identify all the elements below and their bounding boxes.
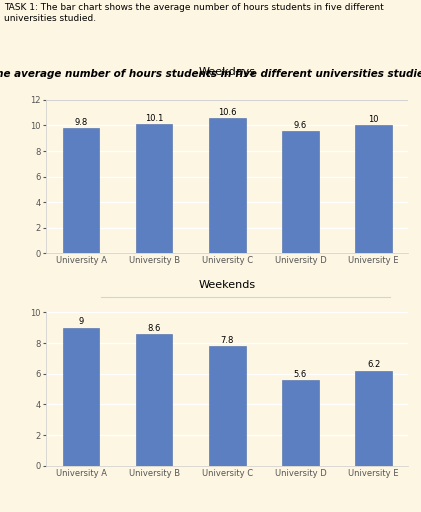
Bar: [209, 346, 245, 466]
Text: 5.6: 5.6: [294, 370, 307, 379]
Text: Weekdays: Weekdays: [199, 67, 256, 77]
Text: 9: 9: [78, 317, 84, 327]
Text: 10.6: 10.6: [218, 108, 237, 117]
Bar: [63, 328, 99, 466]
Text: The average number of hours students in five different universities studied: The average number of hours students in …: [0, 69, 421, 79]
Text: 8.6: 8.6: [147, 324, 161, 333]
Text: 9.6: 9.6: [294, 120, 307, 130]
Bar: [136, 334, 173, 466]
Bar: [63, 128, 99, 253]
Text: 10.1: 10.1: [145, 114, 163, 123]
Bar: [282, 131, 319, 253]
Bar: [209, 118, 245, 253]
Text: 6.2: 6.2: [367, 360, 380, 370]
Text: TASK 1: The bar chart shows the average number of hours students in five differe: TASK 1: The bar chart shows the average …: [4, 3, 384, 24]
Bar: [355, 125, 392, 253]
Bar: [355, 371, 392, 466]
Text: 7.8: 7.8: [221, 336, 234, 345]
Bar: [282, 380, 319, 466]
Text: Weekends: Weekends: [199, 280, 256, 290]
Bar: [136, 124, 173, 253]
Text: 9.8: 9.8: [75, 118, 88, 127]
Text: 10: 10: [368, 115, 379, 124]
